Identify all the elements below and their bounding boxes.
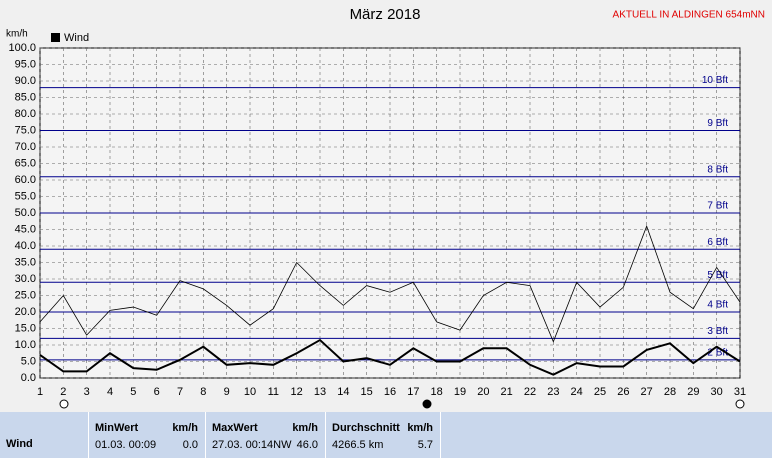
beaufort-label: 7 Bft bbox=[707, 201, 728, 212]
x-tick-label: 16 bbox=[384, 386, 396, 398]
moon-icon bbox=[735, 399, 745, 409]
x-tick-label: 10 bbox=[244, 386, 256, 398]
cell-value: 5.7 bbox=[417, 439, 433, 451]
y-tick-label: 55.0 bbox=[15, 190, 36, 202]
x-tick-label: 1 bbox=[37, 386, 43, 398]
column-header: Durchschnitt bbox=[332, 422, 400, 434]
y-tick-label: 70.0 bbox=[15, 141, 36, 153]
y-tick-label: 20.0 bbox=[15, 306, 36, 318]
chart: März 2018 AKTUELL IN ALDINGEN 654mNN km/… bbox=[6, 6, 765, 409]
x-tick-label: 7 bbox=[177, 386, 183, 398]
beaufort-label: 10 Bft bbox=[702, 75, 728, 86]
x-tick-label: 21 bbox=[501, 386, 513, 398]
x-tick-label: 19 bbox=[454, 386, 466, 398]
y-tick-label: 50.0 bbox=[15, 207, 36, 219]
legend-label: Wind bbox=[64, 32, 89, 44]
x-tick-label: 28 bbox=[664, 386, 676, 398]
column-unit: km/h bbox=[172, 422, 198, 434]
x-tick-label: 8 bbox=[200, 386, 206, 398]
y-tick-label: 30.0 bbox=[15, 273, 36, 285]
series-line bbox=[39, 225, 741, 343]
y-tick-label: 15.0 bbox=[15, 322, 36, 334]
x-tick-label: 5 bbox=[130, 386, 136, 398]
y-tick-label: 10.0 bbox=[15, 339, 36, 351]
y-tick-label: 80.0 bbox=[15, 108, 36, 120]
x-tick-label: 29 bbox=[687, 386, 699, 398]
column-unit: km/h bbox=[407, 422, 433, 434]
beaufort-label: 6 Bft bbox=[707, 237, 728, 248]
beaufort-label: 5 Bft bbox=[707, 270, 728, 281]
x-tick-label: 3 bbox=[84, 386, 90, 398]
x-tick-label: 22 bbox=[524, 386, 536, 398]
table-column: Durchschnitt km/h 4266.5 km 5.7 bbox=[325, 412, 441, 458]
row-label: Wind bbox=[6, 438, 33, 450]
subtitle: AKTUELL IN ALDINGEN 654mNN bbox=[613, 10, 765, 21]
moon-icon bbox=[59, 399, 69, 409]
x-tick-label: 17 bbox=[407, 386, 419, 398]
beaufort-label: 8 Bft bbox=[707, 164, 728, 175]
series-line bbox=[39, 338, 741, 376]
y-tick-label: 85.0 bbox=[15, 91, 36, 103]
moon-icon bbox=[422, 399, 432, 409]
beaufort-label: 4 Bft bbox=[707, 300, 728, 311]
x-tick-label: 20 bbox=[477, 386, 489, 398]
y-tick-label: 65.0 bbox=[15, 157, 36, 169]
y-tick-label: 25.0 bbox=[15, 289, 36, 301]
x-tick-label: 15 bbox=[361, 386, 373, 398]
table-column: MaxWert km/h 27.03. 00:14NW 46.0 bbox=[205, 412, 326, 458]
x-tick-label: 2 bbox=[60, 386, 66, 398]
y-tick-label: 100.0 bbox=[8, 42, 36, 54]
column-header: MaxWert bbox=[212, 422, 258, 434]
x-tick-label: 31 bbox=[734, 386, 746, 398]
x-tick-label: 30 bbox=[711, 386, 723, 398]
x-tick-label: 11 bbox=[268, 386, 279, 398]
cell-text: 4266.5 km bbox=[332, 439, 384, 451]
column-unit: km/h bbox=[292, 422, 318, 434]
chart-title: März 2018 bbox=[350, 6, 421, 23]
x-tick-label: 23 bbox=[547, 386, 559, 398]
y-tick-label: 75.0 bbox=[15, 124, 36, 136]
x-tick-label: 25 bbox=[594, 386, 606, 398]
cell-text: 01.03. 00:09 bbox=[95, 439, 157, 451]
cell-value: 46.0 bbox=[296, 439, 318, 451]
y-tick-label: 40.0 bbox=[15, 240, 36, 252]
stats-table: Wind MinWert km/h 01.03. 00:09 0.0 MaxWert km… bbox=[0, 412, 772, 458]
x-tick-label: 9 bbox=[224, 386, 230, 398]
beaufort-label: 9 Bft bbox=[707, 118, 728, 129]
table-divider bbox=[440, 412, 441, 458]
x-tick-label: 13 bbox=[314, 386, 326, 398]
legend-swatch bbox=[51, 33, 60, 42]
x-tick-label: 18 bbox=[431, 386, 443, 398]
x-tick-label: 26 bbox=[617, 386, 629, 398]
beaufort-label: 3 Bft bbox=[707, 326, 728, 337]
x-tick-label: 4 bbox=[107, 386, 113, 398]
y-tick-label: 35.0 bbox=[15, 256, 36, 268]
y-axis-label: km/h bbox=[6, 29, 28, 40]
y-tick-label: 0.0 bbox=[21, 372, 36, 384]
y-tick-label: 45.0 bbox=[15, 223, 36, 235]
column-header: MinWert bbox=[95, 422, 139, 434]
beaufort-label: 2 Bft bbox=[707, 347, 728, 358]
y-tick-label: 90.0 bbox=[15, 75, 36, 87]
cell-text: 27.03. 00:14NW bbox=[212, 439, 292, 451]
x-tick-label: 14 bbox=[337, 386, 349, 398]
x-tick-label: 12 bbox=[291, 386, 303, 398]
y-tick-label: 95.0 bbox=[15, 58, 36, 70]
x-tick-label: 6 bbox=[154, 386, 160, 398]
y-tick-label: 60.0 bbox=[15, 174, 36, 186]
y-tick-label: 5.0 bbox=[21, 355, 36, 367]
table-column: MinWert km/h 01.03. 00:09 0.0 bbox=[88, 412, 206, 458]
x-tick-label: 24 bbox=[571, 386, 583, 398]
cell-value: 0.0 bbox=[182, 439, 198, 451]
x-tick-label: 27 bbox=[641, 386, 653, 398]
